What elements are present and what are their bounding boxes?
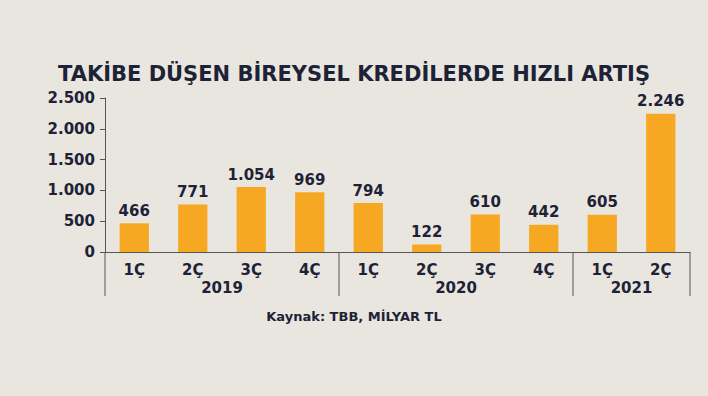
svg-text:2019: 2019 <box>201 279 243 297</box>
svg-text:2021: 2021 <box>611 279 653 297</box>
svg-text:122: 122 <box>411 223 442 241</box>
svg-text:Kaynak: TBB, MİLYAR TL: Kaynak: TBB, MİLYAR TL <box>266 309 441 324</box>
svg-text:1Ç: 1Ç <box>358 261 379 279</box>
svg-text:3Ç: 3Ç <box>475 261 496 279</box>
svg-text:771: 771 <box>177 183 208 201</box>
svg-text:2Ç: 2Ç <box>182 261 203 279</box>
svg-text:794: 794 <box>353 182 384 200</box>
svg-text:969: 969 <box>294 171 325 189</box>
svg-text:466: 466 <box>119 202 150 220</box>
svg-text:4Ç: 4Ç <box>533 261 554 279</box>
svg-text:2.246: 2.246 <box>637 92 684 110</box>
svg-text:TAKİBE DÜŞEN BİREYSEL KREDİLER: TAKİBE DÜŞEN BİREYSEL KREDİLERDE HIZLI A… <box>58 61 650 86</box>
svg-text:2Ç: 2Ç <box>416 261 437 279</box>
svg-text:2.500: 2.500 <box>48 89 95 107</box>
svg-text:1.500: 1.500 <box>48 151 95 169</box>
svg-text:1.000: 1.000 <box>48 181 95 199</box>
svg-text:3Ç: 3Ç <box>241 261 262 279</box>
svg-text:442: 442 <box>528 203 559 221</box>
svg-text:605: 605 <box>587 193 618 211</box>
svg-text:4Ç: 4Ç <box>299 261 320 279</box>
svg-text:1Ç: 1Ç <box>124 261 145 279</box>
svg-text:2020: 2020 <box>435 279 477 297</box>
svg-text:2Ç: 2Ç <box>650 261 671 279</box>
svg-text:2.000: 2.000 <box>48 120 95 138</box>
svg-text:610: 610 <box>470 193 501 211</box>
svg-text:1.054: 1.054 <box>228 166 275 184</box>
svg-text:1Ç: 1Ç <box>592 261 613 279</box>
svg-text:500: 500 <box>64 212 95 230</box>
svg-text:0: 0 <box>85 243 95 261</box>
